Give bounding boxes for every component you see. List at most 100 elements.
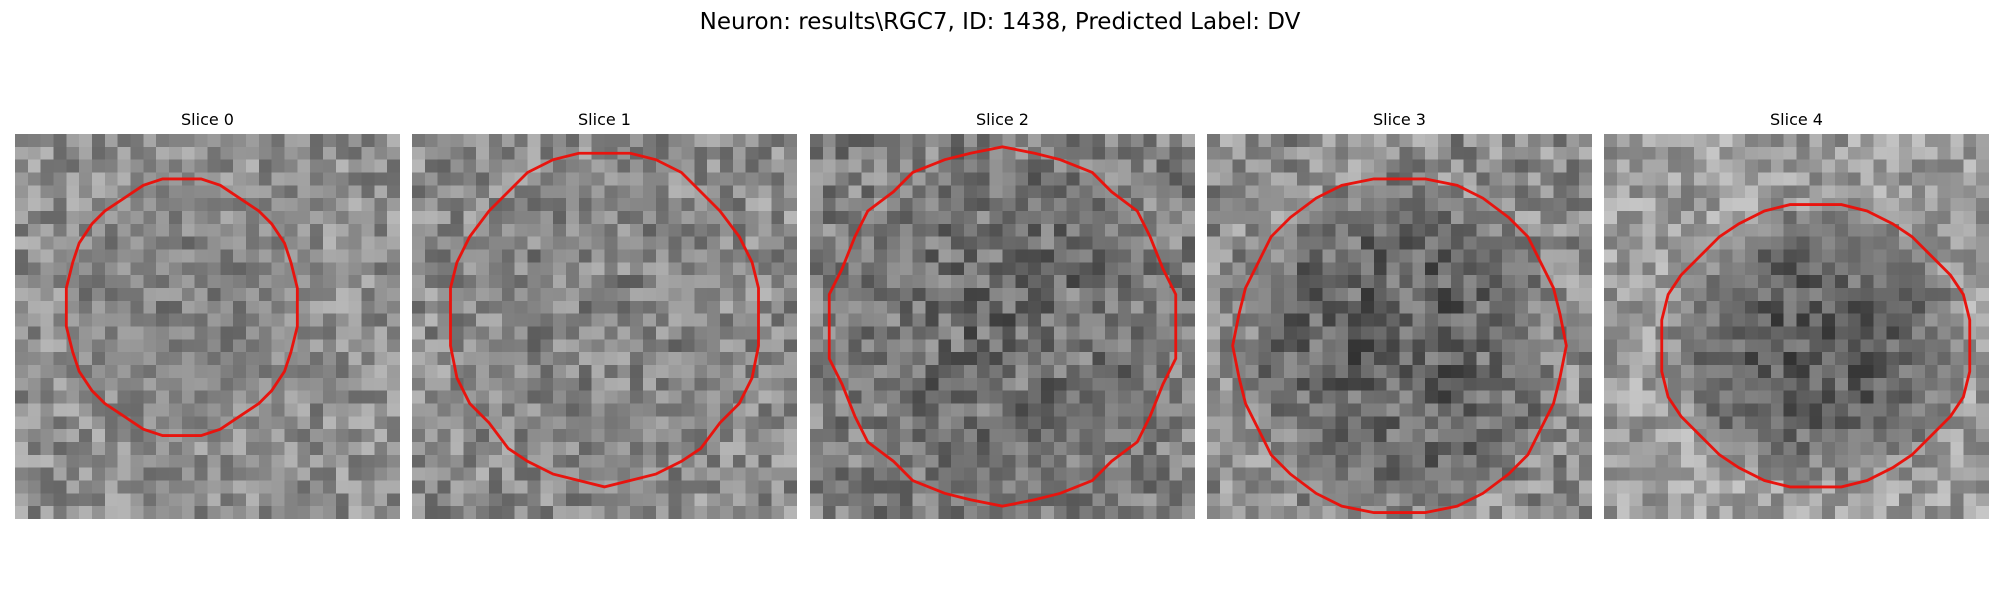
pixel xyxy=(1950,262,1964,276)
pixel xyxy=(1207,300,1221,314)
pixel xyxy=(66,146,80,160)
pixel xyxy=(758,236,772,250)
pixel xyxy=(1399,377,1413,391)
pixel xyxy=(361,288,375,302)
pixel xyxy=(1028,134,1042,148)
pixel xyxy=(15,377,29,391)
pixel xyxy=(1732,288,1746,302)
pixel xyxy=(1579,506,1592,519)
pixel xyxy=(938,454,952,468)
pixel xyxy=(1476,134,1490,148)
pixel xyxy=(1502,288,1516,302)
pixel xyxy=(1361,377,1375,391)
pixel xyxy=(1886,146,1900,160)
pixel xyxy=(1924,185,1938,199)
pixel xyxy=(323,403,337,417)
pixel xyxy=(258,236,272,250)
pixel xyxy=(1719,352,1733,366)
pixel xyxy=(1258,480,1272,494)
pixel xyxy=(1105,416,1119,430)
pixel xyxy=(1296,313,1310,327)
pixel xyxy=(1770,134,1784,148)
pixel xyxy=(578,211,592,225)
pixel xyxy=(1745,262,1759,276)
pixel xyxy=(1566,288,1580,302)
pixel xyxy=(578,313,592,327)
pixel xyxy=(784,480,797,494)
pixel xyxy=(1182,506,1195,519)
pixel xyxy=(1783,172,1797,186)
pixel xyxy=(1976,493,1989,507)
pixel xyxy=(1758,236,1772,250)
pixel xyxy=(887,313,901,327)
pixel xyxy=(1976,249,1989,263)
pixel xyxy=(53,236,67,250)
pixel xyxy=(1207,352,1221,366)
pixel xyxy=(771,442,785,456)
pixel xyxy=(40,185,54,199)
pixel xyxy=(1873,223,1887,237)
pixel xyxy=(66,403,80,417)
pixel xyxy=(1156,223,1170,237)
pixel xyxy=(745,339,759,353)
pixel xyxy=(1809,429,1823,443)
pixel xyxy=(887,288,901,302)
pixel xyxy=(655,390,669,404)
pixel xyxy=(540,352,554,366)
pixel xyxy=(450,339,464,353)
pixel xyxy=(732,480,746,494)
pixel xyxy=(310,211,324,225)
pixel xyxy=(1041,185,1055,199)
pixel xyxy=(1579,326,1592,340)
pixel xyxy=(15,467,29,481)
pixel xyxy=(1066,288,1080,302)
pixel xyxy=(1822,467,1836,481)
pixel xyxy=(1783,365,1797,379)
pixel xyxy=(181,262,195,276)
slice-image xyxy=(412,134,797,519)
pixel xyxy=(694,198,708,212)
pixel xyxy=(1950,172,1964,186)
pixel xyxy=(514,198,528,212)
pixel xyxy=(1438,236,1452,250)
pixel xyxy=(1399,326,1413,340)
pixel xyxy=(27,352,41,366)
pixel xyxy=(169,454,183,468)
pixel xyxy=(925,416,939,430)
pixel xyxy=(1629,429,1643,443)
pixel xyxy=(1732,429,1746,443)
pixel xyxy=(1182,159,1195,173)
pixel xyxy=(27,429,41,443)
pixel xyxy=(361,198,375,212)
pixel xyxy=(1655,467,1669,481)
pixel xyxy=(412,365,426,379)
pixel xyxy=(1706,300,1720,314)
pixel xyxy=(1732,146,1746,160)
pixel xyxy=(27,300,41,314)
pixel xyxy=(1425,454,1439,468)
pixel xyxy=(1886,480,1900,494)
pixel xyxy=(246,236,260,250)
pixel xyxy=(1156,403,1170,417)
pixel xyxy=(387,403,400,417)
pixel xyxy=(450,134,464,148)
pixel xyxy=(1182,403,1195,417)
pixel xyxy=(1169,480,1183,494)
pixel xyxy=(553,390,567,404)
pixel xyxy=(53,365,67,379)
pixel xyxy=(1438,339,1452,353)
pixel xyxy=(1130,159,1144,173)
pixel xyxy=(681,198,695,212)
pixel xyxy=(527,377,541,391)
pixel xyxy=(1296,236,1310,250)
pixel xyxy=(374,339,388,353)
pixel xyxy=(15,454,29,468)
pixel xyxy=(1706,262,1720,276)
pixel xyxy=(271,300,285,314)
pixel xyxy=(1219,352,1233,366)
pixel xyxy=(92,352,106,366)
pixel xyxy=(707,262,721,276)
pixel xyxy=(258,403,272,417)
pixel xyxy=(1527,262,1541,276)
pixel xyxy=(1232,172,1246,186)
